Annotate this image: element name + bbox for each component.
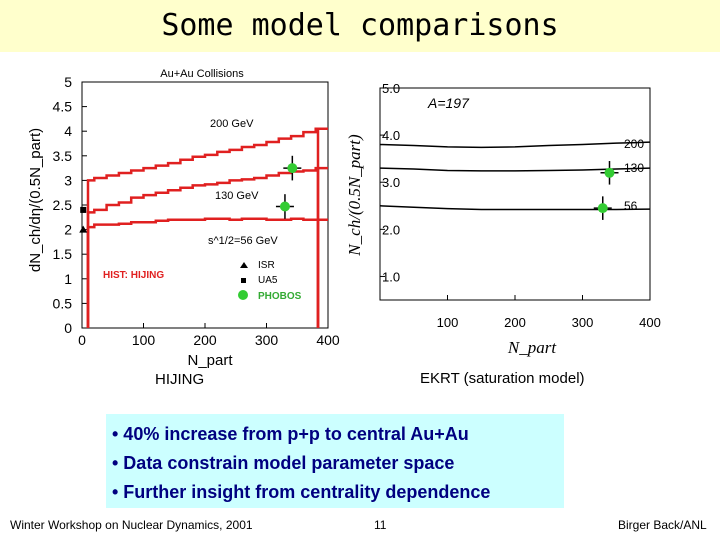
left-chart-xlabel: N_part	[187, 352, 233, 369]
hijing-caption: HIJING	[155, 371, 205, 388]
ua5-point	[80, 206, 87, 213]
left-xtick-label: 300	[255, 332, 279, 348]
right-xtick-label: 300	[572, 315, 594, 330]
ekrt-curve-1	[379, 167, 651, 172]
legend-hist-hijing: HIST: HIJING	[103, 270, 164, 281]
left-xtick-label: 100	[132, 332, 156, 348]
legend-phobos: PHOBOS	[258, 291, 302, 302]
right-chart-ylabel: N_ch/(0.5N_part)	[345, 134, 364, 257]
footer-left: Winter Workshop on Nuclear Dynamics, 200…	[10, 518, 253, 532]
right-chart-frame	[379, 87, 651, 301]
right-xtick-label: 100	[437, 315, 459, 330]
label-200: 200	[624, 137, 644, 151]
label-56gev: s^1/2=56 GeV	[208, 235, 278, 247]
right-ytick-label: 2.0	[382, 222, 400, 237]
label-130gev: 130 GeV	[215, 190, 259, 202]
phobos-point	[287, 163, 298, 174]
left-ytick-label: 0.5	[53, 295, 73, 311]
legend-ua5-marker	[241, 278, 246, 283]
right-ytick-label: 3.0	[382, 175, 400, 190]
right-ytick-label: 5.0	[382, 81, 400, 96]
left-xtick-label: 200	[193, 332, 217, 348]
left-ytick-label: 0	[64, 320, 72, 336]
right-xtick-label: 400	[639, 315, 661, 330]
ekrt-caption: EKRT (saturation model)	[420, 370, 585, 387]
title-bar	[0, 0, 720, 52]
left-ytick-label: 4	[64, 123, 72, 139]
legend-phobos-marker	[238, 290, 248, 300]
legend-isr: ISR	[258, 260, 275, 271]
bullet-2: • Data constrain model parameter space	[112, 453, 455, 473]
right-ytick-label: 1.0	[382, 269, 400, 284]
phobos-point	[279, 201, 290, 212]
left-ytick-label: 3	[64, 172, 72, 188]
label-56: 56	[624, 199, 638, 213]
left-ytick-label: 3.5	[53, 148, 73, 164]
legend-isr-marker	[240, 262, 248, 268]
phobos-point	[604, 167, 615, 178]
label-200gev: 200 GeV	[210, 118, 254, 130]
slide-title: Some model comparisons	[161, 8, 559, 43]
left-chart-ylabel: dN_ch/dη/(0.5N_part)	[27, 128, 44, 272]
right-chart-title: A=197	[427, 95, 470, 111]
bullet-1: • 40% increase from p+p to central Au+Au	[112, 424, 469, 444]
right-ytick-label: 4.0	[382, 128, 400, 143]
left-ytick-label: 1	[64, 271, 72, 287]
footer-right: Birger Back/ANL	[618, 518, 707, 532]
bullet-3: • Further insight from centrality depend…	[112, 482, 491, 502]
left-ytick-label: 4.5	[53, 99, 73, 115]
left-xtick-label: 400	[316, 332, 340, 348]
footer-page: 11	[374, 518, 387, 532]
left-ytick-label: 5	[64, 74, 72, 90]
left-xtick-label: 0	[78, 332, 86, 348]
hijing-hist-2	[86, 217, 328, 328]
isr-point	[79, 225, 88, 233]
phobos-point	[597, 203, 608, 214]
ekrt-curve-0	[379, 141, 651, 149]
left-ytick-label: 2	[64, 222, 72, 238]
right-xtick-label: 200	[504, 315, 526, 330]
bullet-box: • 40% increase from p+p to central Au+Au…	[106, 414, 564, 508]
right-chart-xlabel: N_part	[507, 338, 557, 357]
hijing-hist-0	[86, 127, 328, 328]
hijing-hist-1	[86, 166, 328, 328]
left-chart-title: Au+Au Collisions	[160, 68, 244, 80]
legend-ua5: UA5	[258, 275, 278, 286]
left-ytick-label: 2.5	[53, 197, 73, 213]
left-ytick-label: 1.5	[53, 246, 73, 262]
